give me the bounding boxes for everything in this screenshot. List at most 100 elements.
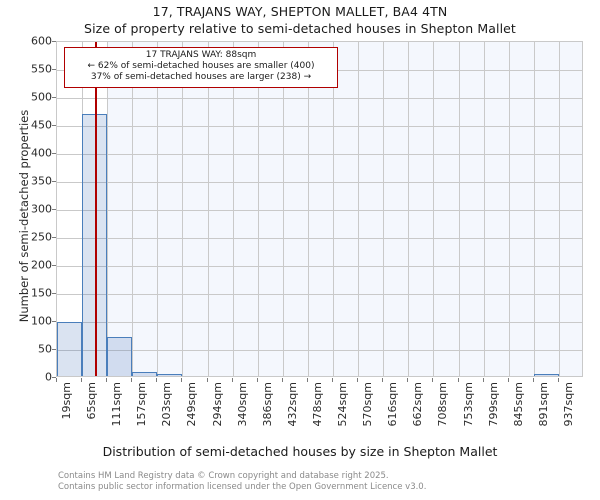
x-tick-mark [407,378,409,382]
y-tick-mark [52,265,56,266]
gridline [483,42,485,376]
x-tick-mark [482,378,484,382]
footer-attribution: Contains HM Land Registry data © Crown c… [58,471,426,493]
histogram-bar [157,374,183,376]
x-tick-mark [181,378,183,382]
y-tick-label: 150 [31,286,52,300]
x-axis-label: Distribution of semi-detached houses by … [102,444,498,459]
gridline [157,42,159,376]
y-tick-label: 100 [31,314,52,328]
x-tick-label: 845sqm [511,382,525,427]
y-tick-mark [52,41,56,42]
x-tick-mark [56,378,57,382]
gridline [57,294,582,295]
gridline [333,42,335,376]
y-tick-label: 200 [31,258,52,272]
annotation-box: 17 TRAJANS WAY: 88sqm ← 62% of semi-deta… [64,47,338,88]
x-tick-label: 799sqm [486,382,500,427]
x-tick-mark [256,378,258,382]
x-tick-label: 65sqm [85,382,99,420]
x-tick-label: 753sqm [461,382,475,427]
gridline [57,154,582,155]
y-tick-label: 550 [31,62,52,76]
y-tick-mark [52,293,56,294]
y-axis: 0 50 100 150 200 250 300 350 400 450 500 550 600 Num… [0,0,56,500]
y-tick-label: 500 [31,90,52,104]
y-tick-mark [52,237,56,238]
x-tick-mark [382,378,384,382]
gridline [132,42,134,376]
x-tick-mark [231,378,233,382]
x-tick-mark [507,378,509,382]
x-tick-label: 570sqm [361,382,375,427]
y-tick-mark [52,377,56,378]
gridline [358,42,360,376]
x-tick-label: 19sqm [60,382,73,420]
x-tick-label: 616sqm [386,382,400,427]
x-tick-label: 340sqm [235,382,249,427]
y-tick-mark [52,125,56,126]
gridline [182,42,184,376]
annotation-line-1: 17 TRAJANS WAY: 88sqm [145,50,257,60]
gridline [458,42,460,376]
gridline [57,350,582,351]
y-tick-mark [52,181,56,182]
y-tick-label: 450 [31,118,52,132]
histogram-bar [57,322,83,376]
y-tick-label: 50 [38,342,52,356]
x-tick-mark [81,378,83,382]
x-tick-label: 662sqm [411,382,425,427]
gridline [57,266,582,267]
y-tick-label: 400 [31,146,52,160]
x-tick-mark [206,378,208,382]
y-tick-mark [52,153,56,154]
histogram-bar [107,336,133,376]
gridline [57,210,582,211]
gridline [257,42,259,376]
histogram-bar [132,371,158,376]
gridline [433,42,435,376]
gridline [107,42,109,376]
x-tick-mark [306,378,308,382]
y-tick-mark [52,321,56,322]
property-marker-line [94,42,97,376]
y-tick-mark [52,69,56,70]
x-tick-mark [532,378,534,382]
gridline [558,42,560,376]
annotation-line-2: ← 62% of semi-detached houses are smalle… [87,61,315,72]
gridline [57,126,582,127]
x-tick-label: 157sqm [135,382,149,427]
x-tick-mark [131,378,133,382]
footer-line-2: Contains public sector information licen… [58,482,427,492]
x-tick-mark [156,378,158,382]
chart-subtitle: Size of property relative to semi-detach… [84,21,516,36]
x-tick-label: 891sqm [536,382,550,427]
y-tick-mark [52,209,56,210]
footer-line-1: Contains HM Land Registry data © Crown c… [58,471,389,481]
gridline [383,42,385,376]
y-tick-label: 250 [31,230,52,244]
gridline [57,322,582,323]
y-tick-mark [52,97,56,98]
x-tick-label: 249sqm [185,382,199,427]
gridline [57,238,582,239]
x-tick-label: 524sqm [336,382,350,427]
histogram-bar [533,374,559,376]
x-tick-label: 111sqm [110,382,124,427]
gridline [408,42,410,376]
x-tick-mark [281,378,283,382]
gridline [57,182,582,183]
x-tick-mark [457,378,459,382]
x-tick-mark [357,378,359,382]
chart-title: 17, TRAJANS WAY, SHEPTON MALLET, BA4 4TN [152,4,448,19]
gridline [533,42,535,376]
x-tick-mark [557,378,559,382]
gridline [232,42,234,376]
gridline [307,42,309,376]
x-tick-mark [432,378,434,382]
y-tick-label: 300 [31,202,52,216]
gridline [508,42,510,376]
gridline [282,42,284,376]
x-tick-label: 386sqm [260,382,274,427]
